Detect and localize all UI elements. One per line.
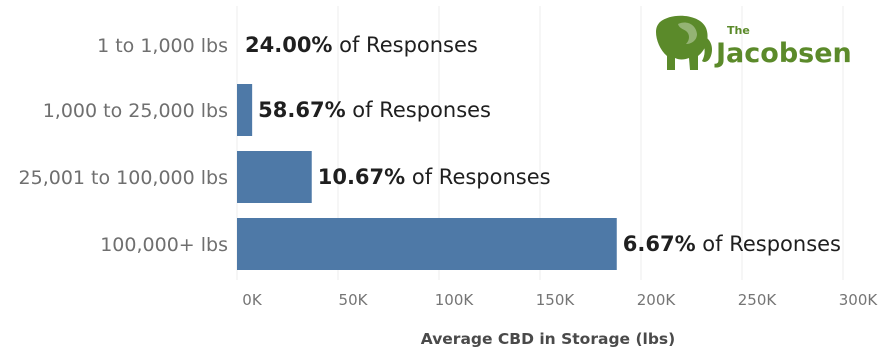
x-tick-label: 100K bbox=[435, 291, 475, 309]
x-tick-label: 300K bbox=[839, 291, 879, 309]
bar bbox=[237, 151, 312, 203]
category-label: 1 to 1,000 lbs bbox=[97, 35, 228, 57]
category-label: 100,000+ lbs bbox=[100, 234, 228, 256]
x-tick-labels: 0K 50K 100K 150K 200K 250K 300K bbox=[242, 291, 878, 309]
x-tick-label: 50K bbox=[339, 291, 369, 309]
x-tick-label: 0K bbox=[242, 291, 263, 309]
bar bbox=[237, 84, 252, 136]
x-tick-label: 150K bbox=[536, 291, 576, 309]
data-label: 6.67% of Responses bbox=[623, 232, 841, 256]
data-label: 10.67% of Responses bbox=[318, 165, 551, 189]
elephant-icon bbox=[656, 16, 712, 70]
x-tick-label: 200K bbox=[637, 291, 677, 309]
data-label: 58.67% of Responses bbox=[258, 98, 491, 122]
logo-wordmark: Jacobsen bbox=[714, 38, 852, 69]
jacobsen-logo: The Jacobsen bbox=[656, 16, 852, 70]
logo-small-text: The bbox=[727, 24, 750, 37]
x-axis-title: Average CBD in Storage (lbs) bbox=[421, 330, 676, 348]
data-label: 24.00% of Responses bbox=[245, 33, 478, 57]
bar bbox=[237, 218, 617, 270]
category-labels: 1 to 1,000 lbs 1,000 to 25,000 lbs 25,001 … bbox=[19, 35, 228, 256]
category-label: 1,000 to 25,000 lbs bbox=[43, 100, 228, 122]
category-label: 25,001 to 100,000 lbs bbox=[19, 167, 228, 189]
x-tick-label: 250K bbox=[738, 291, 778, 309]
